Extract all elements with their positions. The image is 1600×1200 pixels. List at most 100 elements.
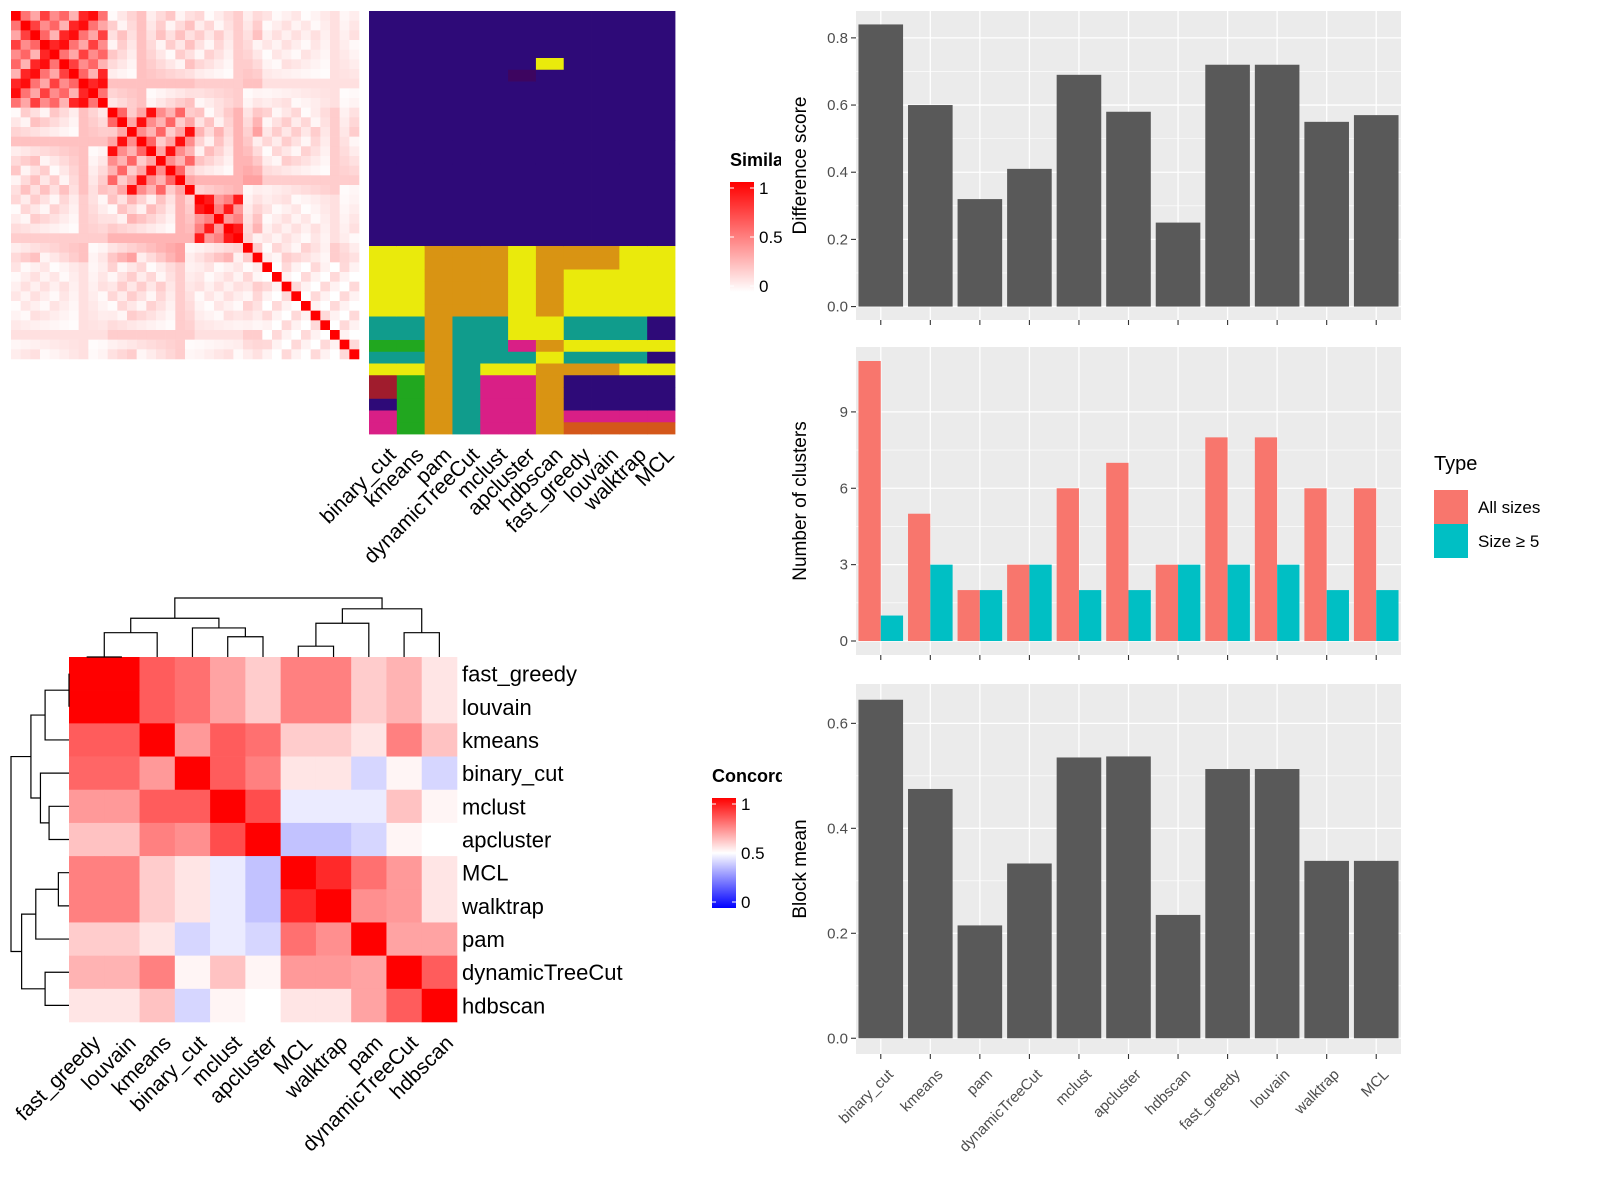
assignment-cell: [508, 351, 537, 364]
similarity-cell: [78, 223, 89, 234]
similarity-cell: [98, 127, 108, 137]
similarity-cell: [272, 146, 282, 157]
similarity-cell: [194, 59, 205, 70]
similarity-cell: [214, 98, 224, 108]
similarity-cell: [281, 310, 292, 321]
similarity-cell: [233, 78, 244, 89]
similarity-cell: [223, 291, 234, 302]
similarity-cell: [233, 107, 244, 118]
similarity-cell: [20, 146, 31, 157]
column-dendrogram-branch: [191, 627, 246, 657]
concordance-cell: [351, 889, 387, 923]
similarity-cell: [78, 339, 89, 350]
similarity-cell: [88, 30, 99, 41]
similarity-cell: [59, 310, 70, 321]
similarity-cell: [291, 49, 302, 60]
similarity-cell: [88, 252, 99, 263]
similarity-cell: [59, 223, 70, 234]
similarity-cell: [233, 146, 244, 157]
assignment-cell: [369, 163, 398, 247]
similarity-cell: [156, 233, 166, 244]
similarity-cell: [175, 40, 186, 50]
concordance-cell: [174, 657, 211, 691]
concordance-cell: [69, 723, 105, 757]
similarity-cell: [233, 272, 244, 282]
x-tick-label: dynamicTreeCut: [956, 1066, 1046, 1156]
similarity-cell: [49, 233, 60, 244]
similarity-cell: [281, 339, 292, 350]
similarity-cell: [49, 194, 60, 205]
similarity-cell: [165, 301, 176, 311]
similarity-cell: [78, 272, 89, 282]
similarity-cell: [310, 320, 321, 331]
similarity-cell: [301, 20, 311, 31]
similarity-cell: [291, 243, 302, 253]
similarity-cell: [11, 69, 21, 79]
similarity-cell: [78, 175, 89, 186]
assignment-cell: [424, 410, 453, 423]
similarity-cell: [339, 233, 350, 244]
similarity-cell: [78, 11, 89, 21]
legend-label: Size ≥ 5: [1478, 532, 1539, 551]
similarity-cell: [223, 320, 234, 331]
similarity-cell: [204, 194, 215, 205]
similarity-cell: [69, 78, 79, 89]
similarity-cell: [69, 11, 79, 21]
similarity-cell: [320, 233, 331, 244]
similarity-cell: [320, 107, 331, 118]
similarity-cell: [98, 20, 108, 31]
similarity-cell: [117, 20, 128, 31]
assignment-cell: [508, 316, 537, 341]
similarity-cell: [11, 204, 21, 215]
similarity-cell: [281, 40, 292, 50]
similarity-cell: [107, 310, 118, 321]
similarity-cell: [339, 310, 350, 321]
similarity-cell: [194, 98, 205, 108]
similarity-cell: [146, 69, 157, 79]
similarity-cell: [136, 214, 147, 224]
similarity-cell: [20, 262, 31, 273]
similarity-cell: [146, 214, 157, 224]
similarity-cell: [214, 88, 224, 99]
similarity-cell: [88, 272, 99, 282]
similarity-cell: [185, 310, 195, 321]
similarity-cell: [20, 330, 31, 340]
similarity-cell: [233, 185, 244, 195]
similarity-cell: [20, 98, 31, 108]
similarity-cell: [69, 349, 79, 360]
similarity-cell: [59, 30, 70, 41]
assignment-cell: [369, 11, 398, 141]
similarity-cell: [281, 98, 292, 108]
similarity-cell: [330, 107, 340, 118]
similarity-cell: [107, 349, 118, 360]
similarity-cell: [185, 204, 195, 215]
similarity-cell: [88, 223, 99, 234]
similarity-cell: [272, 59, 282, 70]
concordance-cell: [210, 856, 246, 890]
similarity-cell: [330, 136, 340, 147]
assignment-cell: [563, 269, 592, 282]
legend-label: All sizes: [1478, 498, 1540, 517]
similarity-cell: [281, 107, 292, 118]
similarity-cell: [127, 330, 137, 340]
similarity-cell: [281, 88, 292, 99]
similarity-cell: [156, 11, 166, 21]
similarity-cell: [301, 146, 311, 157]
assignment-cell: [647, 246, 676, 259]
similarity-cell: [11, 252, 21, 263]
assignment-cell: [396, 140, 426, 165]
similarity-cell: [40, 310, 50, 321]
similarity-cell: [252, 301, 263, 311]
similarity-cell: [165, 185, 176, 195]
similarity-cell: [117, 204, 128, 215]
similarity-cell: [59, 49, 70, 60]
bar: [858, 24, 904, 307]
similarity-cell: [175, 165, 186, 176]
similarity-cell: [146, 310, 157, 321]
similarity-cell: [301, 59, 311, 70]
similarity-cell: [243, 40, 253, 50]
assignment-cell: [647, 163, 676, 247]
similarity-cell: [252, 165, 263, 176]
